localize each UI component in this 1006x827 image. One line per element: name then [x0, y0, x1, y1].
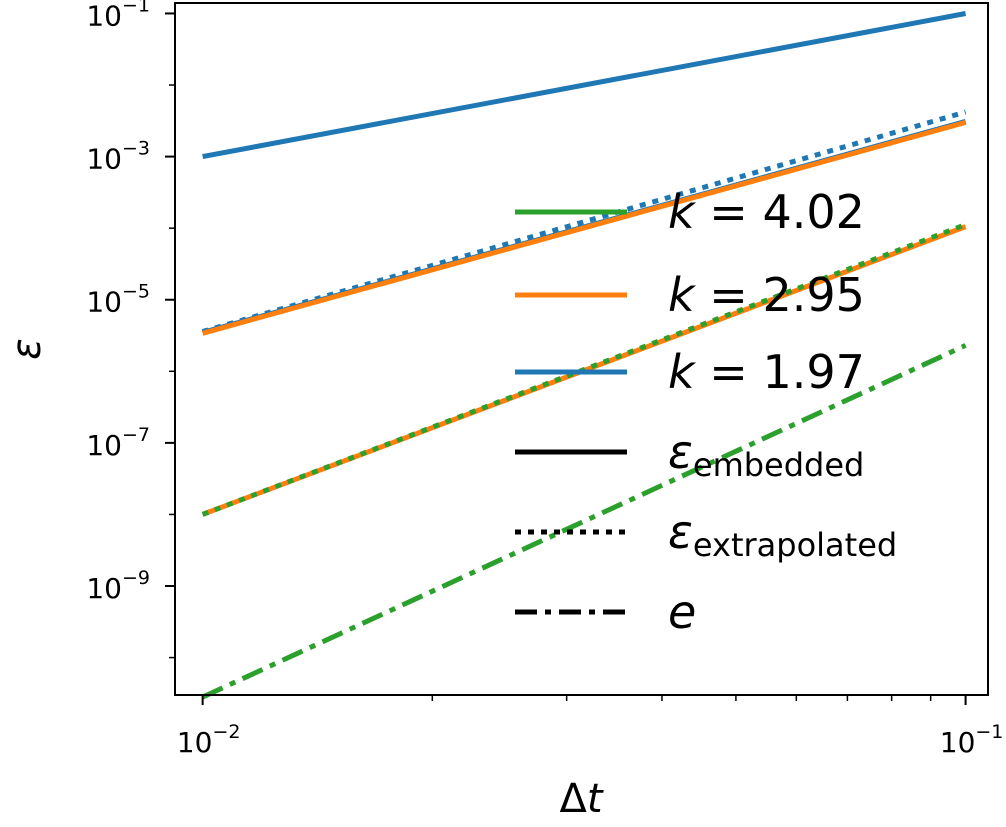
- legend-label: k = 2.95: [668, 268, 865, 322]
- series-line-e-7: [201, 343, 967, 700]
- legend-label: k = 4.02: [668, 185, 865, 239]
- series-line-embedded-4: [201, 119, 967, 336]
- legend-label: e: [668, 585, 696, 639]
- ticks-layer: 10−2 10−1 10−1 10−3 10−5 10−7 10−9: [86, 0, 1003, 759]
- y-tick-label: 10−5: [86, 281, 150, 319]
- y-tick-label: 10−1: [86, 0, 150, 32]
- y-axis-label: ε: [4, 338, 50, 360]
- x-tick-label: 10−1: [940, 721, 1004, 759]
- y-tick-label: 10−7: [86, 424, 150, 462]
- legend-label: εextrapolated: [668, 505, 897, 564]
- plot-frame: [174, 2, 989, 696]
- series-line-embedded-1: [202, 11, 967, 160]
- x-tick-label: 10−2: [177, 721, 241, 759]
- x-axis-label: Δt: [559, 776, 603, 822]
- legend-label: εembedded: [668, 425, 864, 484]
- legend: k = 4.02 k = 2.95 k = 1.97 εembedded εextrap…: [515, 185, 897, 639]
- series-line-extrapolated-3: [201, 109, 967, 334]
- legend-label: k = 1.97: [668, 345, 865, 399]
- y-tick-label: 10−3: [86, 138, 150, 176]
- y-tick-label: 10−9: [86, 567, 150, 605]
